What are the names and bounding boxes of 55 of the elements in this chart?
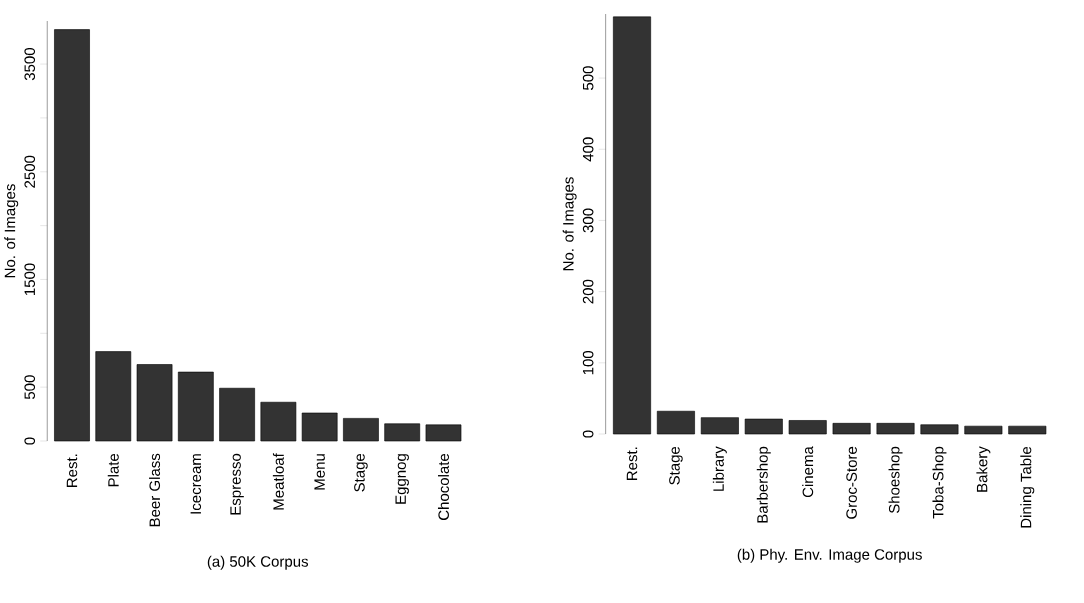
bar <box>920 424 959 435</box>
y-tick-label: 400 <box>582 137 594 162</box>
x-tick-label: Dining Table <box>1020 446 1035 528</box>
x-tick-label: Stage <box>354 453 368 492</box>
y-axis-title: No. of Images <box>4 184 19 278</box>
x-tick-label: Stage <box>669 446 683 485</box>
bar <box>964 425 1003 435</box>
x-tick-label: Bakery <box>976 446 991 492</box>
bar <box>343 418 379 442</box>
y-tick-label: 300 <box>582 208 594 233</box>
x-tick-label: Library <box>712 446 727 491</box>
bar <box>384 423 421 442</box>
x-tick-label: Menu <box>314 454 325 490</box>
x-tick-label: Meatloaf <box>272 453 284 510</box>
x-tick-label: Groc-Store <box>846 446 857 519</box>
bar <box>95 351 132 442</box>
x-tick-label: Chocolate <box>437 453 449 520</box>
bar <box>744 418 783 435</box>
bar <box>301 412 338 442</box>
x-tick-label: Rest. <box>626 447 638 480</box>
x-axis-title: (a) 50K Corpus <box>207 555 309 570</box>
bar <box>832 423 871 435</box>
y-tick-label: 200 <box>582 279 594 304</box>
x-tick-label: Eggnog <box>395 454 409 504</box>
bar <box>260 401 297 442</box>
x-tick-label: Rest. <box>66 454 78 487</box>
bar <box>656 410 695 435</box>
y-tick-label: 0 <box>582 430 594 438</box>
y-tick-label: 2500 <box>24 155 36 188</box>
bar <box>219 387 255 442</box>
x-tick-label: Shoeshop <box>888 446 903 514</box>
y-tick-label: 1500 <box>24 263 36 295</box>
bar <box>1008 425 1047 435</box>
y-tick-label: 500 <box>582 66 594 90</box>
x-tick-label: Espresso <box>230 453 244 515</box>
x-axis-title: (b) Phy. Env. Image Corpus <box>737 548 922 563</box>
bar <box>177 371 214 442</box>
x-tick-label: Cinema <box>802 446 814 498</box>
bar <box>613 16 651 435</box>
x-tick-label: Toba-Shop <box>932 446 947 519</box>
bar <box>425 424 462 442</box>
bar <box>876 423 915 435</box>
x-tick-label: Barbershop <box>756 446 771 523</box>
y-tick-label: 100 <box>582 350 594 375</box>
bar <box>136 364 173 442</box>
bar <box>700 417 739 435</box>
bar <box>54 29 90 442</box>
y-axis-title: No. of Images <box>562 177 577 271</box>
x-tick-label: Icecream <box>190 454 202 514</box>
x-tick-label: Beer Glass <box>149 453 161 527</box>
y-tick-label: 500 <box>24 375 36 400</box>
bar <box>788 420 827 435</box>
y-tick-label: 0 <box>24 437 36 445</box>
x-tick-label: Plate <box>107 453 119 487</box>
y-tick-label: 3500 <box>24 47 36 81</box>
